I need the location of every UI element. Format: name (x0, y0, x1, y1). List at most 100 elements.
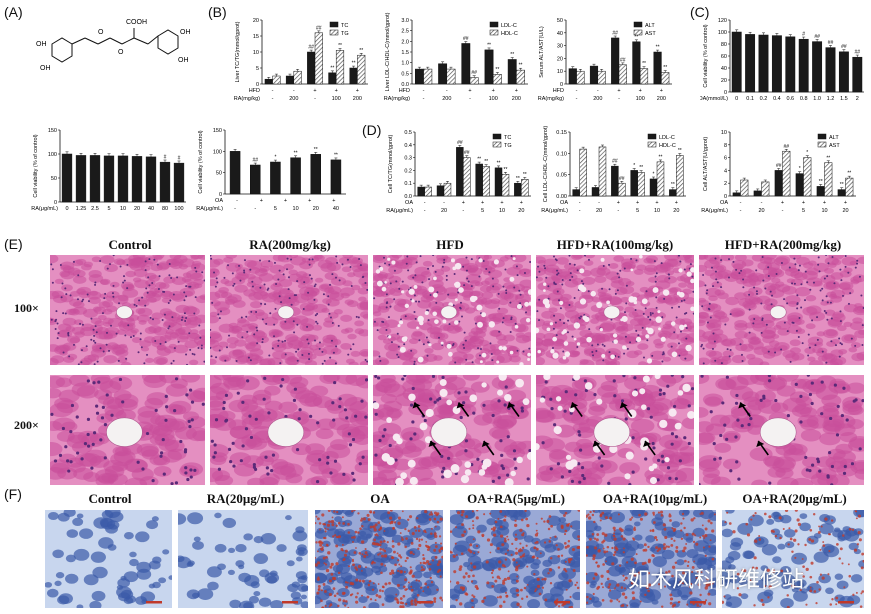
lipid-droplet (410, 585, 413, 588)
lipid-vacuole (411, 299, 415, 303)
lipid-vacuole (573, 375, 581, 381)
hepatocyte (704, 396, 722, 407)
lipid-droplet (567, 540, 571, 543)
nucleus (771, 294, 774, 297)
nucleus (157, 287, 160, 290)
condition-value: + (675, 200, 678, 206)
hepatocyte (755, 398, 772, 408)
lipid-droplet (335, 544, 339, 548)
lipid-vacuole (419, 422, 428, 431)
nucleus (77, 363, 80, 365)
lipid-droplet (398, 563, 401, 566)
lipid-droplet (439, 575, 442, 578)
lipid-vacuole (509, 276, 515, 282)
lipid-vacuole (579, 298, 587, 305)
nucleus (816, 460, 821, 464)
nucleus (224, 419, 228, 423)
cell-nucleus (369, 557, 385, 569)
nucleus (411, 386, 415, 391)
lipid-droplet (454, 526, 458, 529)
lipid-droplet (397, 559, 400, 562)
cell-nucleus (629, 602, 640, 608)
nucleus (80, 361, 83, 364)
nucleus (85, 345, 88, 348)
hepatocyte (837, 325, 847, 332)
nucleus (840, 343, 843, 346)
lipid-droplet (417, 525, 421, 528)
hepatocyte (101, 472, 119, 483)
nucleus (704, 284, 707, 287)
nucleus (393, 298, 396, 301)
hepatocyte (741, 259, 754, 267)
lipid-droplet (514, 551, 519, 555)
significance-label: ** (359, 48, 363, 54)
nucleus (163, 313, 166, 316)
lipid-droplet (354, 566, 358, 570)
condition-value: - (462, 208, 464, 214)
lipid-droplet (570, 525, 573, 528)
lipid-vacuole (407, 459, 416, 468)
nucleus (618, 276, 621, 279)
hepatocyte (858, 329, 864, 335)
nucleus (387, 316, 390, 319)
hepatocyte (608, 263, 619, 269)
lipid-droplet (434, 545, 438, 548)
nucleus (470, 258, 473, 261)
condition-value: - (446, 88, 448, 94)
nucleus (709, 410, 713, 414)
hepatocyte (153, 255, 163, 261)
hepatocyte (102, 396, 124, 410)
lipid-vacuole (646, 358, 653, 364)
lipid-droplet (571, 548, 576, 552)
cell-nucleus (292, 530, 308, 542)
lipid-droplet (324, 604, 327, 608)
central-vein (430, 417, 468, 447)
nucleus (861, 344, 864, 347)
nucleus (189, 475, 193, 479)
hepatocyte (699, 255, 707, 260)
chart-oa-viability: Cell viability (% of control)02040608010… (700, 18, 864, 102)
nucleus (57, 332, 60, 335)
nucleus (810, 401, 814, 406)
lipid-vacuole (621, 315, 628, 322)
nucleus (509, 301, 512, 304)
hepatocyte (350, 260, 363, 268)
nucleus (421, 281, 424, 284)
hepatocyte (377, 334, 387, 341)
chart-serum-alt-ast: Serum ALT/AST(U/L)01020304050##****##***… (538, 18, 672, 102)
significance-label: ** (523, 172, 527, 178)
nucleus (316, 421, 320, 425)
y-tick-label: 150 (48, 128, 57, 134)
hepatocyte (857, 256, 864, 265)
hepatocyte (359, 301, 368, 311)
lipid-droplet (525, 517, 528, 521)
nucleus (169, 299, 172, 302)
lipid-droplet (335, 535, 339, 539)
significance-label: ## (463, 36, 469, 42)
hepatocyte (484, 361, 495, 365)
hepatocyte (630, 418, 655, 434)
lipid-vacuole (401, 290, 405, 294)
cell-nucleus (375, 570, 382, 576)
hepatocyte (76, 288, 86, 295)
nucleus (692, 312, 694, 315)
hepatocyte (301, 308, 314, 316)
hepatocyte (359, 349, 368, 357)
hepatocyte (256, 455, 274, 467)
nucleus (587, 290, 590, 293)
lipid-droplet (416, 593, 420, 597)
lipid-droplet (503, 518, 507, 522)
nucleus (139, 338, 142, 341)
lipid-vacuole (514, 325, 519, 329)
lipid-droplet (563, 542, 567, 545)
lipid-vacuole (647, 327, 654, 335)
nucleus (445, 278, 448, 281)
he-image-ra-100x (210, 255, 368, 365)
significance-label: ** (840, 182, 844, 188)
hepatocyte (707, 334, 722, 344)
hepatocyte (658, 434, 683, 449)
nucleus (54, 327, 57, 330)
lipid-droplet (381, 603, 385, 606)
nucleus (649, 318, 652, 321)
cell-nucleus (368, 602, 380, 608)
